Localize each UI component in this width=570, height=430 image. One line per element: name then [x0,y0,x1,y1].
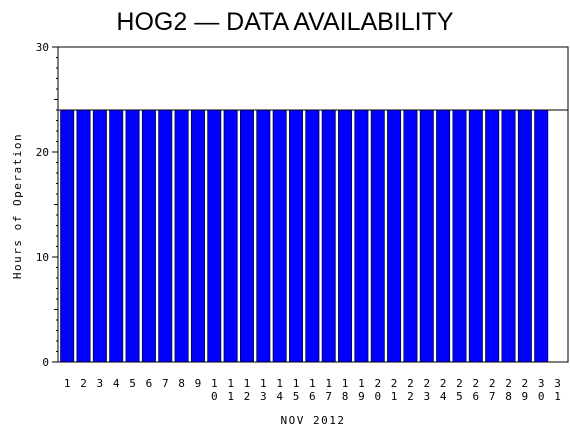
x-tick-label: 4 [113,377,120,390]
x-tick-label: 8 [178,377,185,390]
bar-day-18 [338,109,353,363]
x-tick-label: 7 [162,377,169,390]
bar-day-26 [468,109,483,363]
y-tick-label: 20 [36,146,49,159]
bar-day-24 [436,109,451,363]
bar-day-8 [174,109,189,363]
bar-day-30 [534,109,549,363]
bars-group [60,109,549,363]
bar-day-12 [240,109,254,363]
bar-day-17 [321,109,336,363]
bar-day-6 [141,109,156,363]
bar-day-25 [452,109,467,363]
bar-day-5 [125,109,140,363]
x-tick-label: 2 [80,377,87,390]
bar-day-7 [158,109,173,363]
bar-day-4 [109,109,124,363]
bar-day-9 [190,109,205,363]
y-tick-label: 30 [36,41,49,54]
x-tick-label: 6 [146,377,153,390]
y-axis: 0 10 20 30 [36,41,58,369]
bar-day-15 [289,109,303,363]
bar-day-20 [370,109,385,363]
chart-title: HOG2 — DATA AVAILABILITY [116,8,453,36]
y-axis-label: Hours of Operation [11,133,24,279]
x-tick-label: 5 [129,377,136,390]
bar-day-23 [419,109,434,363]
bar-day-16 [305,109,320,363]
x-axis: 1 2 3 4 5 6 7 8 9 1 01 11 21 31 41 51 61 71 81 92 02 12 22 32 42… [64,377,561,403]
bar-day-13 [256,109,271,363]
x-tick-label: 9 [195,377,202,390]
x-axis-label: NOV 2012 [281,414,346,427]
bar-day-11 [223,109,238,363]
bar-day-1 [60,109,75,363]
bar-day-27 [485,109,500,363]
bar-day-19 [354,109,369,363]
x-tick-label: 3 [97,377,104,390]
y-tick-label: 10 [36,251,49,264]
y-tick-label: 0 [42,356,49,369]
bar-day-2 [76,109,91,363]
x-tick-label: 1 [64,377,71,390]
bar-day-3 [92,109,107,363]
bar-day-10 [207,109,222,363]
bar-day-29 [517,109,532,363]
bar-day-14 [272,109,287,363]
bar-day-22 [403,109,418,363]
bar-day-28 [501,109,516,363]
bar-day-21 [387,109,402,363]
